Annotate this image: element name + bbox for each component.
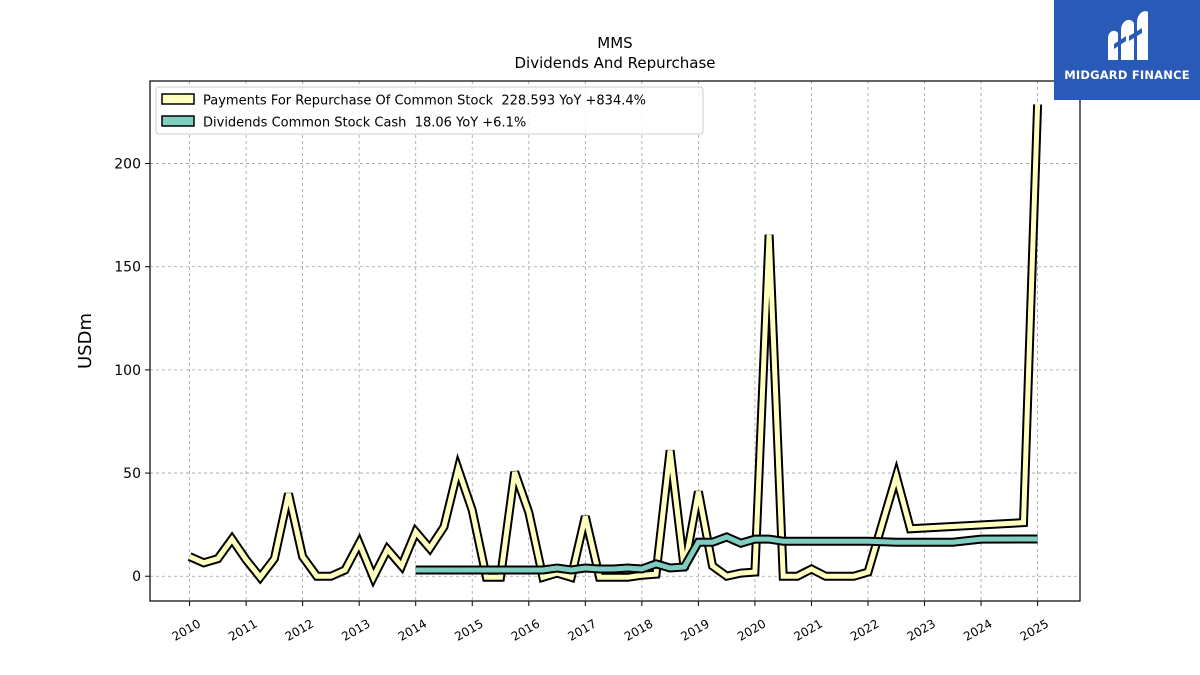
y-axis-label: USDm (75, 313, 96, 369)
series-line-1 (415, 534, 1038, 573)
grid-lines (150, 81, 1080, 601)
chart-subtitle: Dividends And Repurchase (514, 54, 715, 72)
series-lines (187, 104, 1043, 589)
y-tick-label: 50 (123, 466, 141, 482)
y-tick-label: 0 (132, 569, 141, 585)
legend-swatch-dividends (161, 115, 195, 127)
plot-frame (149, 80, 1081, 602)
chart-title: MMS (597, 34, 632, 52)
legend-label-repurchase: Payments For Repurchase Of Common Stock … (203, 94, 646, 109)
legend-swatch-repurchase (161, 93, 195, 105)
y-tick-label: 150 (114, 260, 141, 276)
legend: Payments For Repurchase Of Common Stock … (155, 86, 704, 135)
y-tick-label: 100 (114, 363, 141, 379)
legend-box (155, 86, 704, 135)
legend-label-dividends: Dividends Common Stock Cash 18.06 YoY +6… (203, 116, 526, 131)
y-tick-label: 200 (114, 157, 141, 173)
brand-logo: MIDGARD FINANCE (1054, 0, 1200, 100)
midgard-logo-icon (1108, 11, 1148, 61)
series-line-0 (188, 104, 1041, 584)
brand-name: MIDGARD FINANCE (1064, 68, 1190, 82)
